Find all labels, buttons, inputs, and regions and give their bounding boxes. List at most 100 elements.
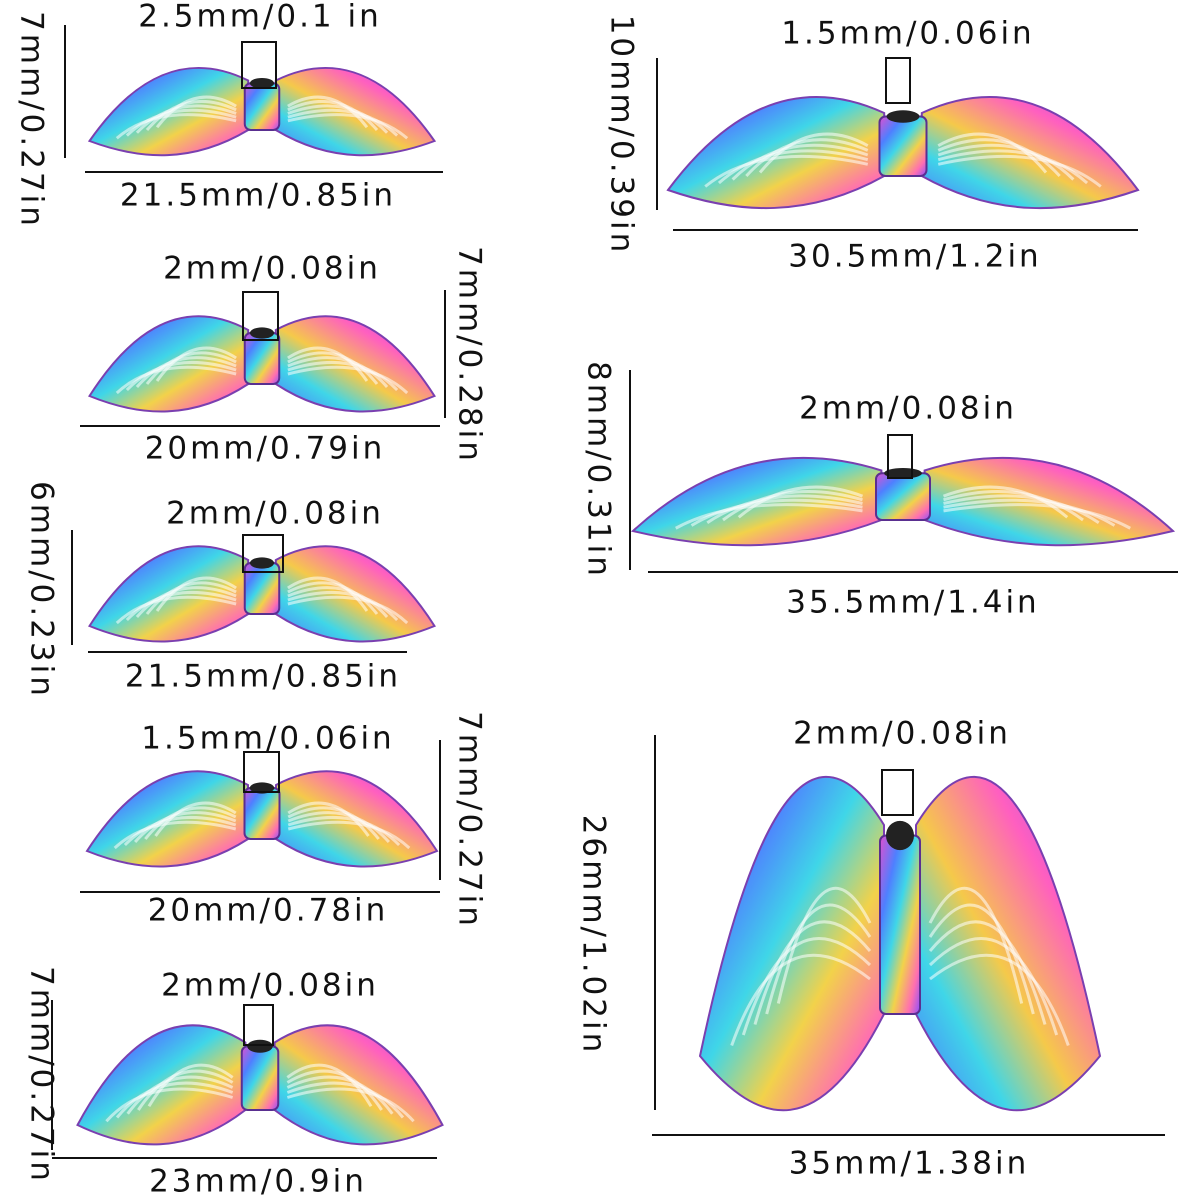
bead-tube bbox=[879, 834, 921, 1015]
height-label: 7mm/0.27in bbox=[452, 711, 488, 929]
bead-hole bbox=[884, 467, 922, 479]
feather-line bbox=[741, 937, 872, 1036]
feather-line bbox=[287, 99, 379, 131]
width-label: 20mm/0.79in bbox=[145, 431, 386, 467]
feather-line bbox=[125, 108, 237, 137]
feather-line bbox=[133, 811, 237, 843]
feather-line bbox=[287, 576, 369, 612]
feather-line bbox=[115, 1081, 234, 1119]
feather-line bbox=[286, 1087, 415, 1123]
bead-item: 1.5mm/0.06in 20mm/0.78in 7mm/0.27in bbox=[80, 711, 488, 929]
bead-tube bbox=[243, 562, 281, 615]
feather-line bbox=[287, 346, 369, 382]
hole-label: 2mm/0.08in bbox=[161, 968, 379, 1004]
feather-line bbox=[675, 503, 863, 530]
feather-line bbox=[145, 351, 237, 385]
feather-line bbox=[731, 143, 869, 181]
feather-line bbox=[145, 99, 237, 131]
hole-label: 2mm/0.08in bbox=[793, 716, 1011, 752]
height-label: 7mm/0.27in bbox=[24, 966, 60, 1184]
feather-line bbox=[154, 801, 237, 837]
feather-line bbox=[943, 494, 1100, 524]
width-label: 35mm/1.38in bbox=[789, 1146, 1030, 1182]
feather-line bbox=[730, 953, 871, 1047]
height-label: 7mm/0.27in bbox=[14, 11, 50, 229]
width-label: 30.5mm/1.2in bbox=[788, 239, 1041, 275]
feather-line bbox=[123, 815, 237, 847]
feather-line bbox=[286, 1081, 405, 1119]
height-label: 26mm/1.02in bbox=[576, 815, 612, 1056]
width-label: 21.5mm/0.85in bbox=[125, 659, 401, 695]
feather-line bbox=[928, 886, 1024, 1004]
feather-line bbox=[135, 356, 237, 388]
feather-line bbox=[147, 1063, 234, 1108]
bead-tube bbox=[243, 82, 281, 131]
hole-label: 2mm/0.08in bbox=[166, 496, 384, 532]
feather-line bbox=[287, 820, 411, 850]
bead-hole bbox=[249, 557, 275, 569]
feather-line bbox=[943, 498, 1116, 527]
bead-item: 2mm/0.08in 21.5mm/0.85in 6mm/0.23in bbox=[24, 481, 436, 699]
bead-item: 2.5mm/0.1 in 21.5mm/0.85in 7mm/0.27in bbox=[14, 0, 443, 229]
feather-line bbox=[115, 595, 237, 625]
width-label: 35.5mm/1.4in bbox=[786, 585, 1039, 621]
bead-item: 2mm/0.08in 35mm/1.38in 26mm/1.02in bbox=[576, 716, 1165, 1182]
hole-label: 2mm/0.08in bbox=[799, 391, 1017, 427]
feather-line bbox=[753, 920, 872, 1025]
feather-line bbox=[928, 903, 1035, 1015]
feather-line bbox=[758, 132, 869, 174]
feather-line bbox=[105, 1087, 234, 1123]
feather-line bbox=[126, 1075, 234, 1115]
feather-line bbox=[113, 820, 237, 850]
feather-line bbox=[287, 801, 370, 837]
feather-line bbox=[690, 498, 863, 527]
feather-line bbox=[287, 108, 399, 137]
hole-marker bbox=[881, 769, 914, 816]
feather-line bbox=[135, 104, 237, 134]
feather-line bbox=[287, 815, 401, 847]
bead-hole bbox=[886, 110, 920, 123]
feather-line bbox=[135, 586, 237, 618]
hole-marker bbox=[887, 434, 913, 479]
feather-line bbox=[937, 149, 1089, 185]
bead-hole bbox=[886, 820, 914, 851]
feather-line bbox=[155, 95, 237, 129]
feather-line bbox=[287, 95, 369, 129]
feather-line bbox=[287, 365, 409, 395]
feather-line bbox=[722, 490, 863, 522]
feather-line bbox=[287, 581, 379, 615]
feather-line bbox=[286, 1069, 383, 1111]
bead-item: 2mm/0.08in 35.5mm/1.4in 8mm/0.31in bbox=[581, 361, 1178, 621]
feather-line bbox=[943, 490, 1084, 522]
feather-line bbox=[706, 494, 863, 524]
hole-label: 1.5mm/0.06in bbox=[781, 16, 1034, 52]
feather-line bbox=[287, 586, 389, 618]
feather-line bbox=[286, 1075, 394, 1115]
hole-marker bbox=[242, 534, 284, 573]
feather-line bbox=[287, 811, 391, 843]
feather-line bbox=[704, 154, 869, 188]
feather-line bbox=[144, 806, 237, 840]
feather-line bbox=[145, 581, 237, 615]
height-label: 7mm/0.28in bbox=[452, 246, 488, 464]
bead-hole bbox=[249, 77, 275, 89]
hole-marker bbox=[241, 41, 277, 89]
feather-line bbox=[125, 590, 237, 622]
feather-line bbox=[137, 1069, 234, 1111]
feather-line bbox=[937, 143, 1075, 181]
feather-line bbox=[937, 138, 1061, 178]
feather-line bbox=[929, 953, 1070, 1047]
feather-line bbox=[287, 590, 399, 622]
feather-line bbox=[943, 503, 1131, 530]
bead-hole bbox=[249, 782, 275, 794]
feather-line bbox=[155, 576, 237, 612]
feather-line bbox=[776, 886, 872, 1004]
hole-label: 2.5mm/0.1 in bbox=[138, 0, 382, 35]
width-label: 21.5mm/0.85in bbox=[120, 178, 396, 214]
bead-item: 2mm/0.08in 20mm/0.79in 7mm/0.28in bbox=[80, 246, 488, 467]
bead-tube bbox=[875, 472, 931, 521]
feather-line bbox=[765, 903, 872, 1015]
feather-line bbox=[125, 360, 237, 392]
feather-line bbox=[115, 365, 237, 395]
